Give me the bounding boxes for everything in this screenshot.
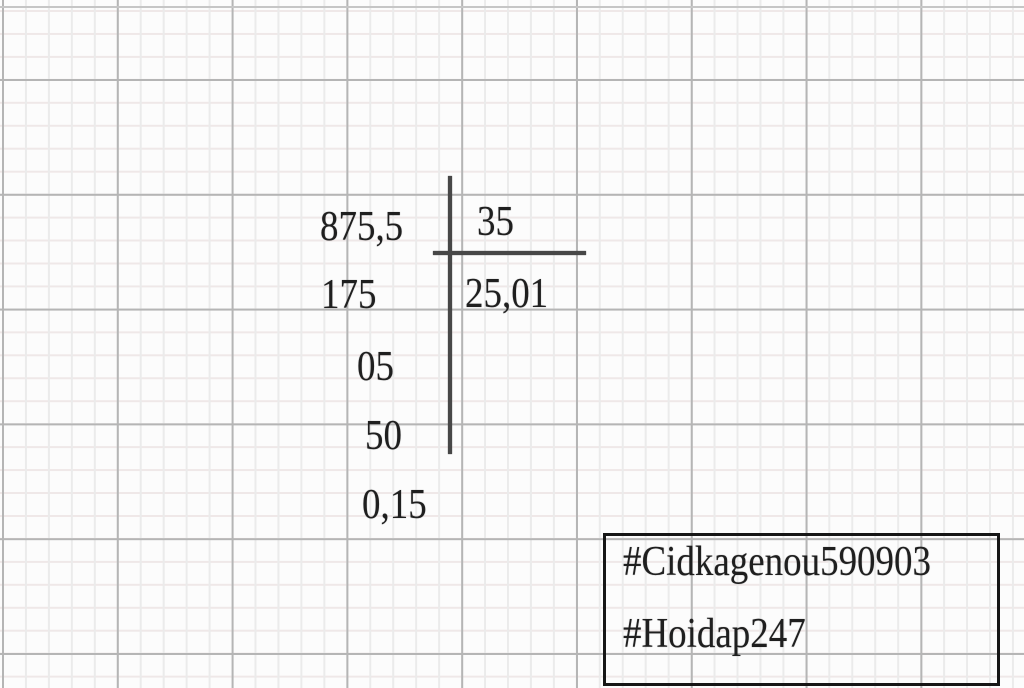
division-horizontal-bar: [433, 251, 586, 255]
work-line-remainder-3: 50: [365, 413, 402, 459]
work-line-remainder-1: 175: [321, 272, 377, 318]
watermark-hashtag-box: #Cidkagenou590903 #Hoidap247: [603, 533, 1000, 686]
division-vertical-bar: [448, 176, 452, 454]
divisor-text: 35: [477, 199, 514, 245]
hashtag-cidkagenou: #Cidkagenou590903: [623, 539, 931, 585]
work-line-final-remainder: 0,15: [362, 482, 427, 528]
dividend-text: 875,5: [320, 204, 404, 250]
paper-top-edge-line: [0, 6, 1024, 8]
hashtag-hoidap247: #Hoidap247: [623, 611, 806, 657]
work-line-remainder-2: 05: [357, 344, 394, 390]
quotient-text: 25,01: [465, 271, 549, 317]
